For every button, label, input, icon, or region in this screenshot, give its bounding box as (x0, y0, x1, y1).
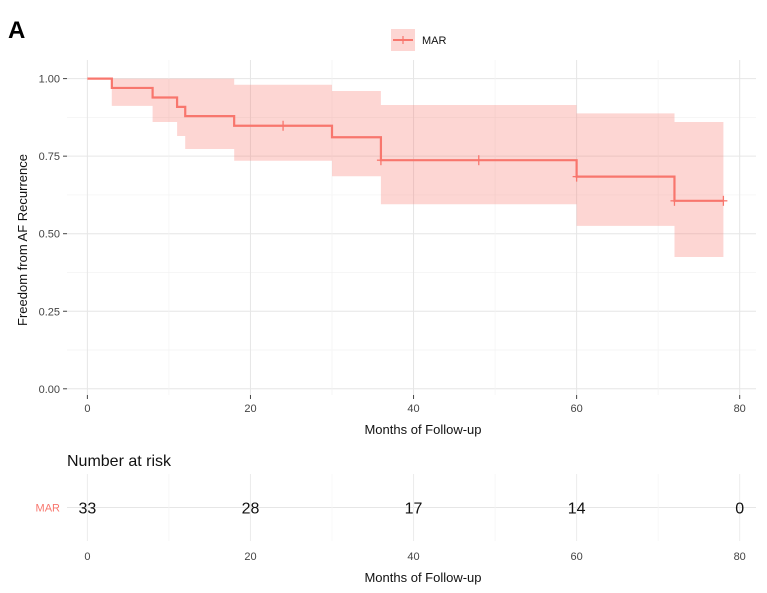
y-tick-labels: 0.00 0.25 0.50 0.75 1.00 (39, 74, 67, 396)
y-axis-title: Freedom from AF Recurrence (15, 154, 30, 326)
risk-x-tick-label: 60 (570, 551, 582, 563)
risk-x-tick-label: 40 (407, 551, 419, 563)
risk-value: 17 (405, 501, 423, 518)
risk-value: 28 (242, 501, 260, 518)
risk-row-label: MAR (36, 503, 61, 515)
risk-value: 33 (78, 501, 96, 518)
risk-table-rows: MAR 33 28 17 14 0 (36, 501, 745, 518)
y-tick-label: 0.75 (39, 151, 60, 163)
risk-value: 14 (568, 501, 586, 518)
risk-x-axis-title: Months of Follow-up (364, 570, 481, 585)
x-tick-label: 40 (407, 403, 419, 415)
y-tick-label: 0.50 (39, 229, 60, 241)
censor-marks (279, 120, 728, 206)
risk-x-tick-label: 80 (734, 551, 746, 563)
confidence-band-area (87, 78, 724, 257)
risk-value: 0 (735, 501, 744, 518)
legend: MAR (391, 29, 447, 51)
y-tick-label: 1.00 (39, 74, 60, 86)
x-tick-label: 60 (570, 403, 582, 415)
y-tick-label: 0.00 (39, 384, 60, 396)
x-tick-label: 80 (734, 403, 746, 415)
legend-label-mar: MAR (422, 35, 447, 47)
x-tick-label: 0 (84, 403, 90, 415)
confidence-band (87, 78, 724, 257)
x-tick-labels: 0 20 40 60 80 (84, 395, 746, 415)
y-tick-label: 0.25 (39, 306, 60, 318)
risk-table-grid (67, 474, 756, 541)
risk-x-tick-label: 0 (84, 551, 90, 563)
panel-label: A (8, 17, 25, 44)
risk-x-tick-labels: 0 20 40 60 80 (84, 551, 745, 563)
x-tick-label: 20 (244, 403, 256, 415)
x-axis-title: Months of Follow-up (364, 422, 481, 437)
risk-x-tick-label: 20 (244, 551, 256, 563)
plot-grid (67, 60, 756, 395)
risk-table-title: Number at risk (67, 453, 172, 470)
